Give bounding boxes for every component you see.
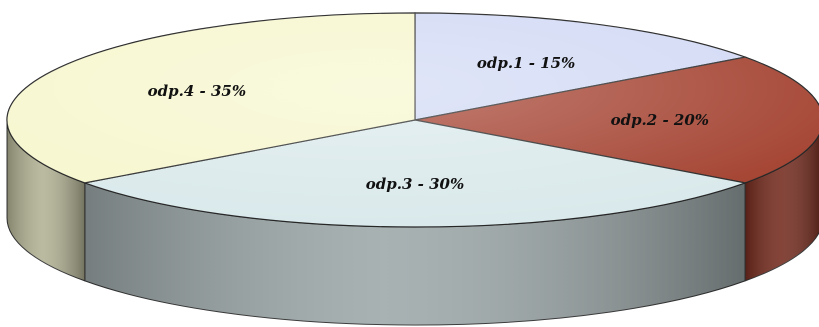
slice-label-odp1: odp.1 - 15% (477, 54, 575, 72)
pie-top-slices (6, 12, 819, 228)
top-highlight (7, 13, 819, 227)
slice-label-odp3: odp.3 - 30% (366, 175, 464, 193)
side-wall-shade-odp2 (745, 134, 819, 281)
slice-label-odp4: odp.4 - 35% (148, 82, 246, 100)
pie-labels: odp.1 - 15% odp.2 - 20% odp.3 - 30% odp.… (148, 54, 709, 193)
side-wall-shade-odp4 (6, 120, 85, 281)
slice-label-odp2: odp.2 - 20% (611, 111, 709, 129)
